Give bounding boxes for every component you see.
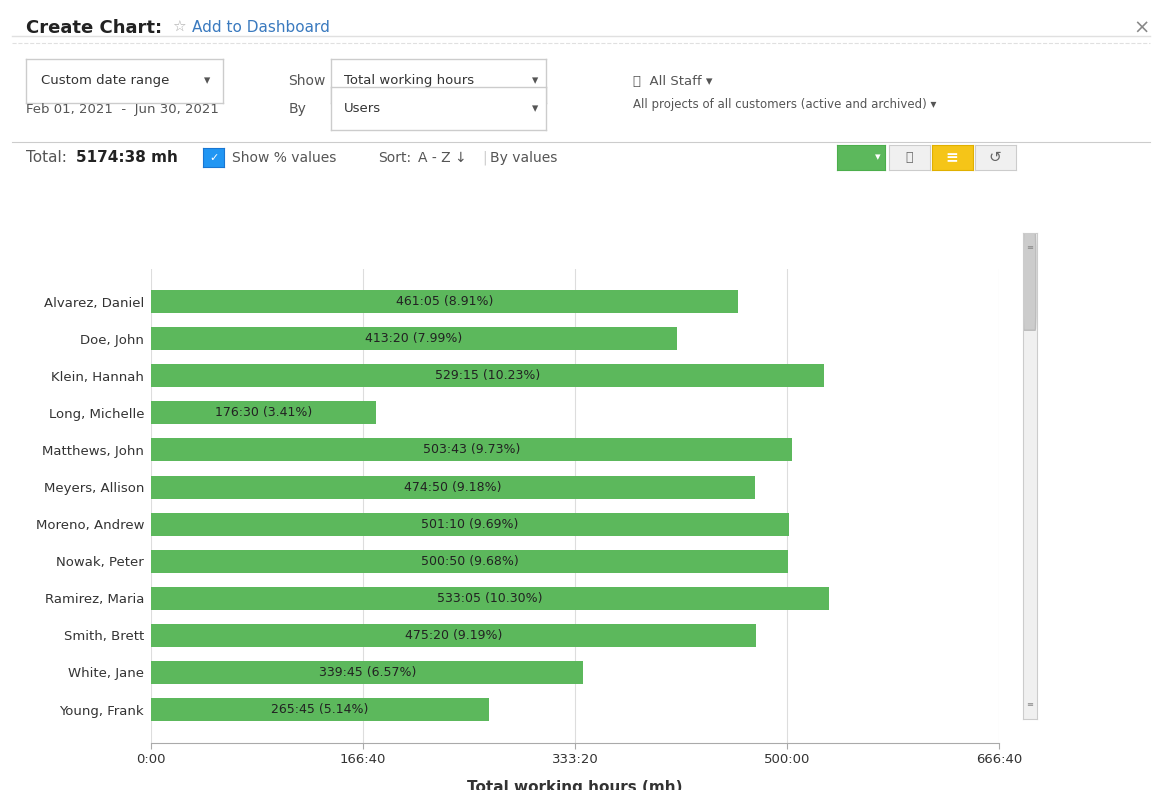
Text: ▾: ▾ — [532, 74, 538, 88]
Bar — [151, 587, 830, 610]
Text: Add to Dashboard: Add to Dashboard — [192, 21, 330, 35]
Text: Show % values: Show % values — [232, 151, 337, 165]
Text: ≡: ≡ — [1026, 243, 1033, 252]
Text: By values: By values — [490, 151, 558, 165]
Text: 176:30 (3.41%): 176:30 (3.41%) — [215, 406, 311, 419]
Bar — [151, 401, 375, 424]
Text: ↺: ↺ — [989, 150, 1002, 164]
Bar — [151, 661, 583, 684]
Text: Total:: Total: — [26, 151, 66, 165]
Text: Total working hours: Total working hours — [344, 74, 474, 88]
Text: 339:45 (6.57%): 339:45 (6.57%) — [318, 666, 416, 679]
Text: 474:50 (9.18%): 474:50 (9.18%) — [404, 480, 502, 494]
Text: ✓: ✓ — [209, 152, 218, 163]
Bar — [151, 698, 489, 721]
Text: |: | — [482, 151, 487, 165]
Text: Feb 01, 2021  -  Jun 30, 2021: Feb 01, 2021 - Jun 30, 2021 — [26, 103, 218, 115]
Text: ≡: ≡ — [946, 150, 959, 164]
Bar — [151, 624, 755, 647]
Bar — [151, 364, 825, 387]
Text: ▾: ▾ — [205, 74, 210, 88]
Text: 413:20 (7.99%): 413:20 (7.99%) — [365, 333, 462, 345]
Bar — [151, 513, 789, 536]
X-axis label: Total working hours (mh): Total working hours (mh) — [467, 780, 683, 790]
Text: ▾: ▾ — [875, 152, 881, 162]
Text: 529:15 (10.23%): 529:15 (10.23%) — [435, 369, 540, 382]
Text: ☆: ☆ — [172, 21, 186, 35]
Bar — [151, 476, 755, 498]
Text: 533:05 (10.30%): 533:05 (10.30%) — [437, 592, 543, 605]
Text: 503:43 (9.73%): 503:43 (9.73%) — [423, 443, 521, 457]
Text: ⓘ  All Staff ▾: ⓘ All Staff ▾ — [633, 75, 712, 88]
Bar — [151, 290, 738, 313]
Text: ▾: ▾ — [532, 102, 538, 115]
Text: Show: Show — [288, 74, 325, 88]
Text: 📊: 📊 — [905, 151, 913, 164]
Text: Sort:: Sort: — [378, 151, 411, 165]
Text: All projects of all customers (active and archived) ▾: All projects of all customers (active an… — [633, 98, 937, 111]
Text: Custom date range: Custom date range — [42, 74, 170, 88]
Text: 475:20 (9.19%): 475:20 (9.19%) — [404, 629, 502, 642]
FancyBboxPatch shape — [1024, 233, 1035, 330]
Bar — [151, 327, 677, 350]
Text: 500:50 (9.68%): 500:50 (9.68%) — [421, 555, 518, 568]
Bar — [151, 438, 792, 461]
Text: ×: × — [1133, 18, 1149, 37]
Text: 501:10 (9.69%): 501:10 (9.69%) — [421, 517, 518, 531]
Bar — [151, 550, 788, 573]
Text: ≡: ≡ — [1026, 700, 1033, 709]
Text: 265:45 (5.14%): 265:45 (5.14%) — [272, 703, 368, 716]
Text: 5174:38 mh: 5174:38 mh — [76, 151, 178, 165]
Text: 461:05 (8.91%): 461:05 (8.91%) — [396, 295, 493, 308]
Text: A - Z ↓: A - Z ↓ — [418, 151, 467, 165]
Text: By: By — [288, 102, 306, 116]
Text: Users: Users — [344, 102, 381, 115]
Text: Create Chart:: Create Chart: — [26, 19, 162, 36]
